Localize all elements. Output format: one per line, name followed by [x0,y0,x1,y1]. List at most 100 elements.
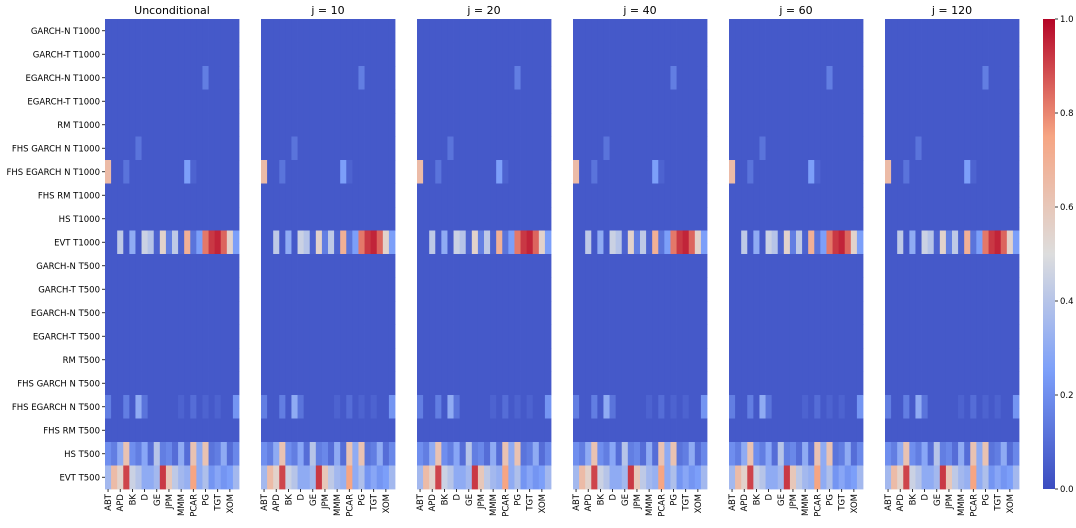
heatmap-cell [796,89,803,114]
heatmap-cell [994,348,1002,372]
heatmap-cell [226,207,234,231]
heatmap-cell [573,230,580,255]
heatmap-cell [334,465,341,490]
heatmap-cell [429,19,436,43]
heatmap-cell [315,442,323,466]
heatmap-cell [700,277,708,302]
heatmap-cell [370,371,378,396]
heatmap-cell [267,465,274,490]
heatmap-cell [447,207,454,231]
heatmap-cell [579,395,586,419]
heatmap-cell [490,254,497,278]
heatmap-cell [159,277,167,302]
heatmap-cell [789,89,797,114]
heatmap-cell [544,113,552,137]
heatmap-cell [627,324,635,349]
heatmap-cell [340,230,347,255]
heatmap-cell [976,395,983,419]
heatmap-cell [388,19,396,43]
heatmap-cell [909,442,916,466]
heatmap-cell [165,66,173,90]
heatmap-cell [141,277,149,302]
heatmap-cell [273,113,280,137]
heatmap-cell [376,324,384,349]
heatmap-cell [334,113,341,137]
heatmap-cell [729,113,736,137]
heatmap-cell [952,301,959,325]
heatmap-cell [388,395,396,419]
heatmap-cell [459,301,467,325]
heatmap-cell [958,442,965,466]
heatmap-cell [573,301,580,325]
heatmap-cell [885,160,892,184]
heatmap-cell [508,136,515,161]
heatmap-cell [435,19,442,43]
heatmap-cell [664,66,671,90]
heatmap-cell [735,418,742,443]
x-tick-label: XOM [694,494,704,513]
heatmap-cell [646,113,653,137]
heatmap-cell [909,254,916,278]
heatmap-cell [520,418,528,443]
heatmap-cell [232,442,240,466]
heatmap-cell [532,301,540,325]
heatmap-cell [129,442,136,466]
heatmap-cell [172,136,179,161]
heatmap-cell [783,230,791,255]
heatmap-cell [429,418,436,443]
heatmap-cell [520,230,528,255]
heatmap-cell [123,301,130,325]
heatmap-cell [220,324,228,349]
heatmap-cell [652,230,659,255]
heatmap-cell [579,301,586,325]
heatmap-cell [196,230,203,255]
heatmap-cell [747,207,754,231]
heatmap-cell [358,136,365,161]
heatmap-cell [459,42,467,67]
heatmap-cell [417,207,424,231]
heatmap-cell [508,465,515,490]
heatmap-cell [261,160,268,184]
heatmap-cell [178,183,185,208]
heatmap-cell [1006,277,1014,302]
heatmap-cell [135,19,142,43]
heatmap-cell [771,277,779,302]
heatmap-cell [783,442,791,466]
heatmap-cell [465,160,473,184]
heatmap-cell [315,277,323,302]
heatmap-cell [532,19,540,43]
heatmap-cell [897,66,904,90]
heatmap-cell [544,19,552,43]
heatmap-cell [526,371,534,396]
heatmap-cell [591,89,598,114]
heatmap-cell [856,442,864,466]
heatmap-cell [202,395,209,419]
heatmap-cell [447,277,454,302]
heatmap-cell [514,465,521,490]
heatmap-cell [850,183,858,208]
heatmap-cell [694,324,702,349]
heatmap-cell [627,66,635,90]
heatmap-cell [945,277,953,302]
x-tick-label: PG [358,494,368,506]
heatmap-cell [315,89,323,114]
heatmap-cell [388,113,396,137]
heatmap-cell [609,301,617,325]
heatmap-cell [700,207,708,231]
x-tick-label: APD [896,494,906,512]
heatmap-cell [441,254,448,278]
heatmap-cell [808,207,815,231]
heatmap-cell [808,254,815,278]
heatmap-cell [214,113,222,137]
heatmap-cell [388,183,396,208]
heatmap-cell [694,371,702,396]
heatmap-cell [471,395,479,419]
heatmap-cell [579,371,586,396]
heatmap-cell [897,395,904,419]
heatmap-cell [1006,113,1014,137]
heatmap-cell [891,324,898,349]
heatmap-cell [1000,136,1008,161]
heatmap-cell [891,418,898,443]
heatmap-cell [921,254,929,278]
heatmap-cell [573,324,580,349]
